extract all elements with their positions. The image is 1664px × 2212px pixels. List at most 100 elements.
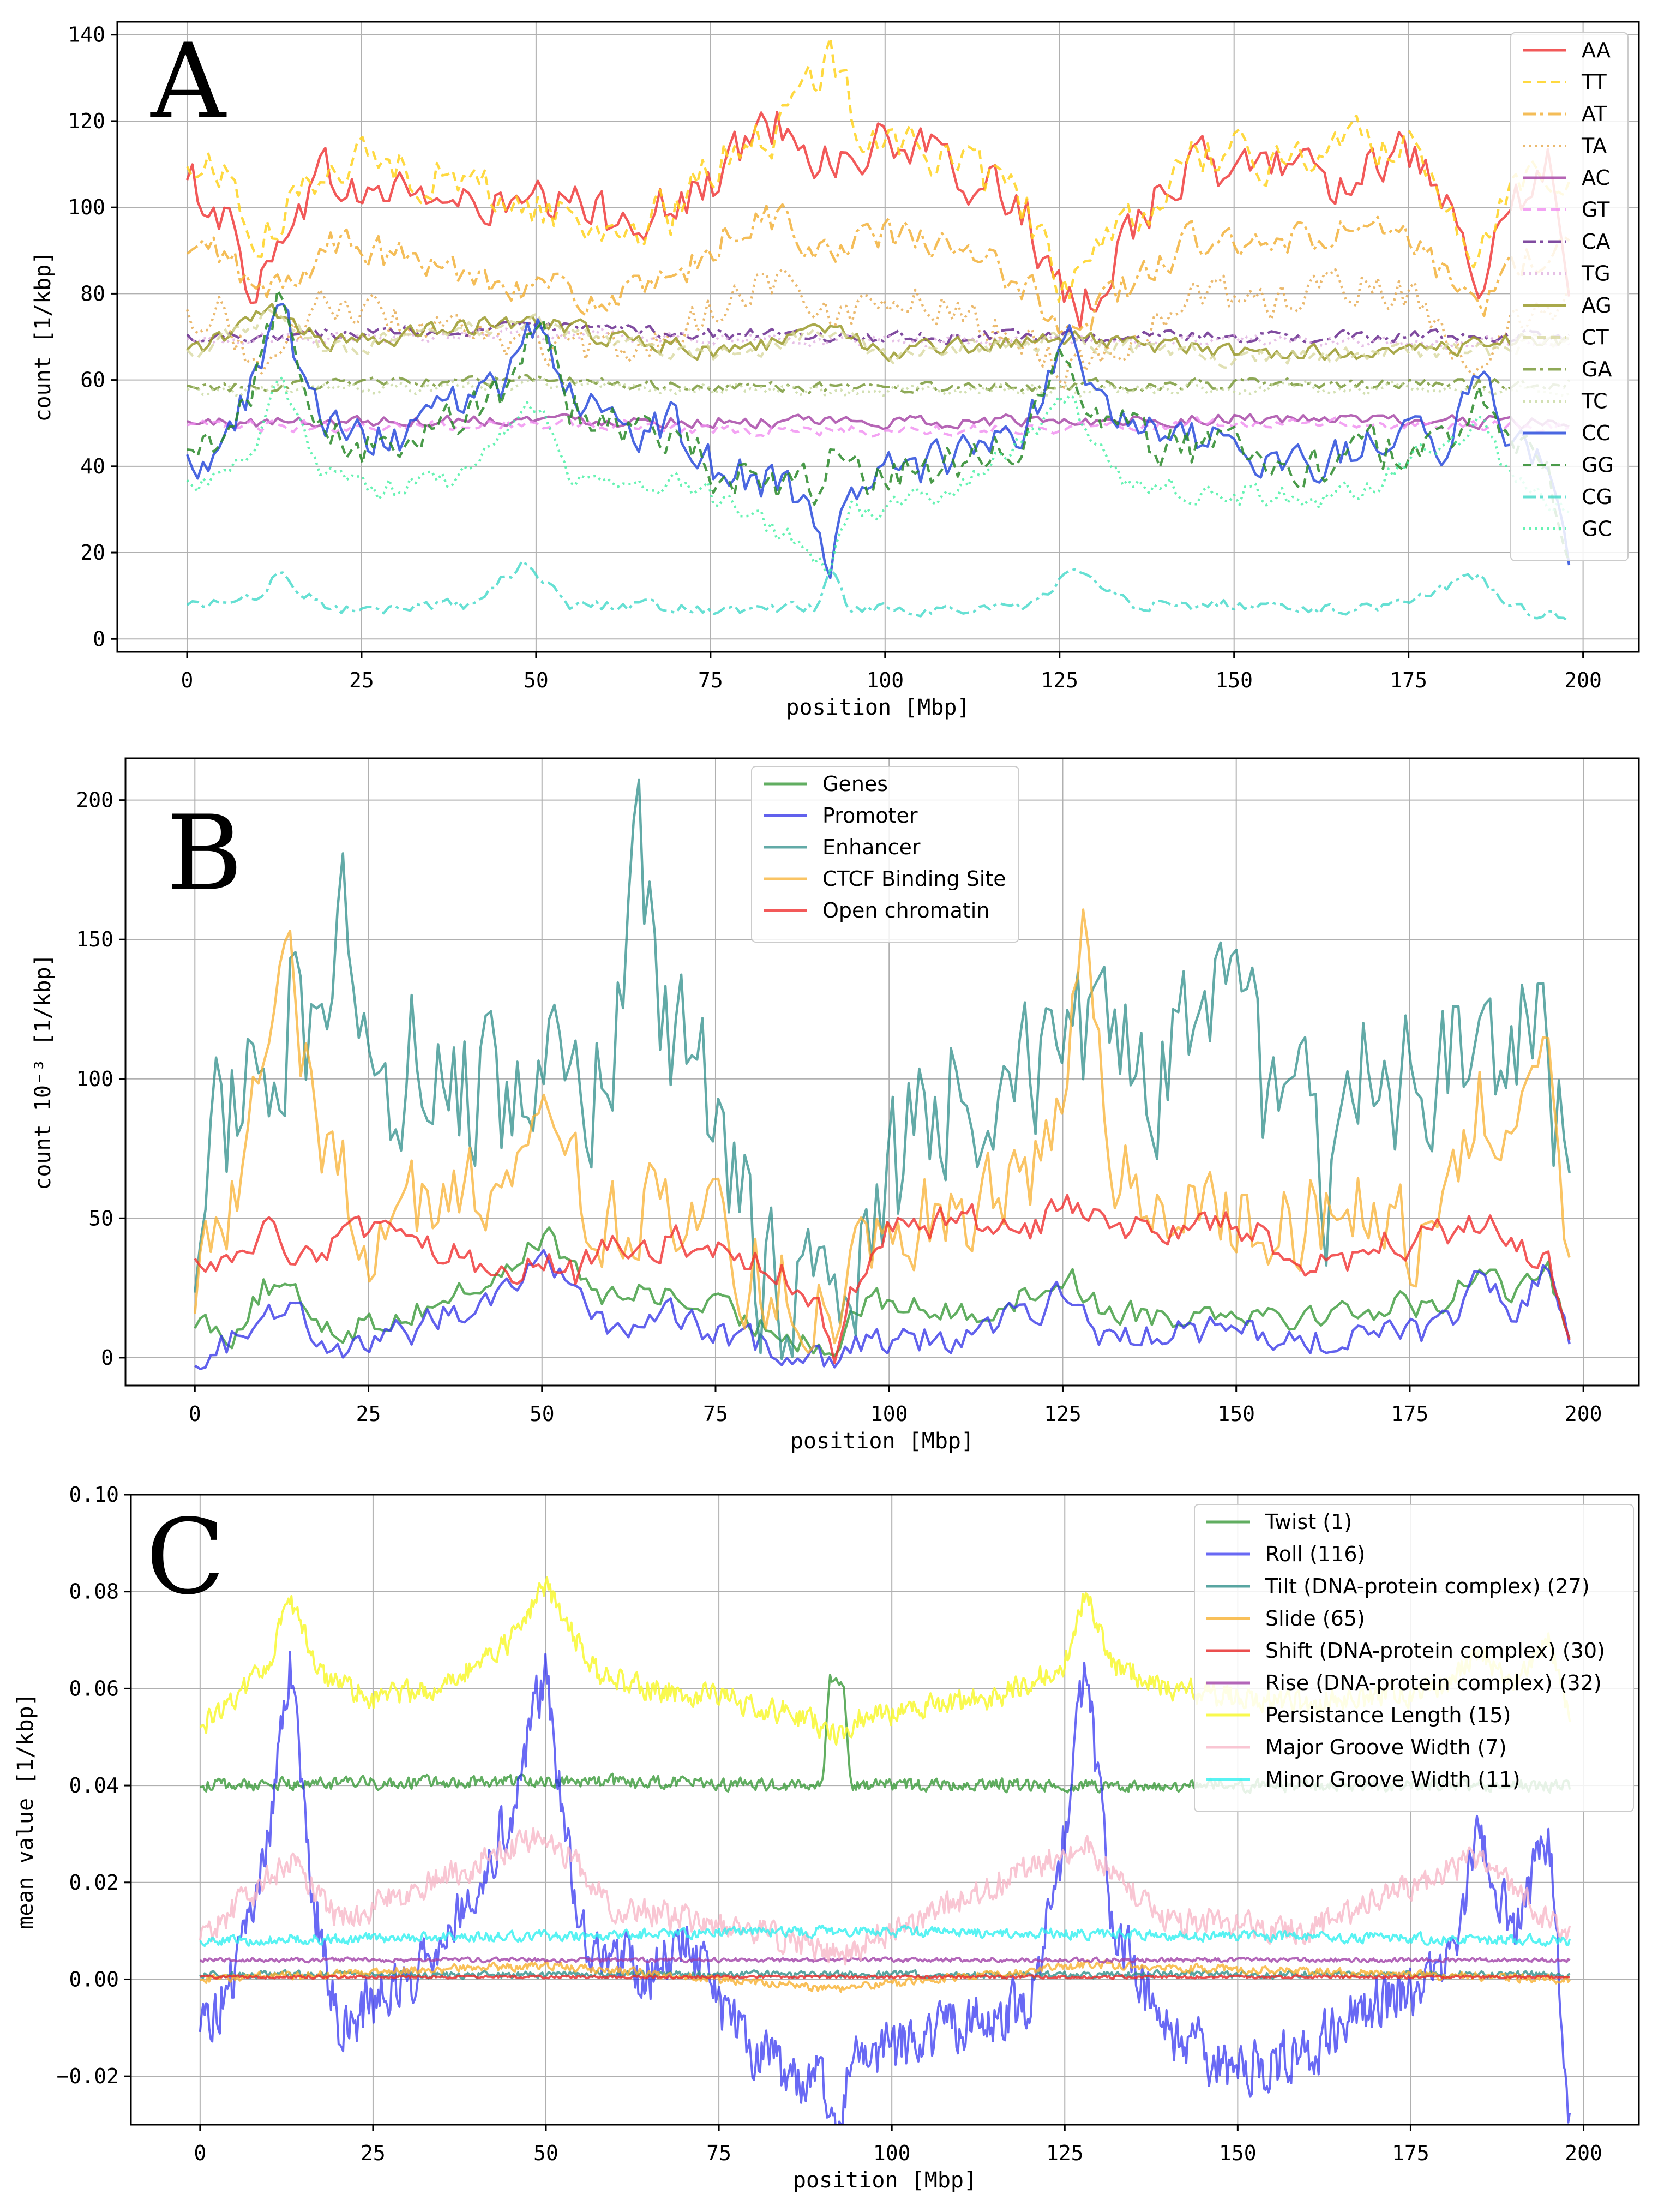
series-line-roll-116 bbox=[199, 1651, 1571, 2125]
legend-box bbox=[751, 766, 1019, 943]
x-tick-label: 100 bbox=[870, 1402, 908, 1426]
series-line-minor-groove-width-11 bbox=[199, 1924, 1571, 1947]
legend: Genes Promoter Enhancer CTCF Binding Site Op… bbox=[751, 766, 1019, 943]
y-tick-label: 200 bbox=[76, 788, 113, 812]
legend-label: CT bbox=[1582, 326, 1609, 350]
plot-frame bbox=[130, 1494, 1640, 2126]
legend-label: CTCF Binding Site bbox=[822, 867, 1006, 891]
series-line-shift-dna-protein-complex-30 bbox=[199, 1974, 1570, 1980]
y-tick-label: 0.06 bbox=[69, 1676, 119, 1700]
series-line-cg bbox=[186, 560, 1570, 623]
x-tick-label: 50 bbox=[533, 2141, 558, 2165]
x-tick-label: 175 bbox=[1390, 668, 1427, 692]
legend-label: Minor Groove Width (11) bbox=[1265, 1767, 1521, 1791]
x-tick-label: 200 bbox=[1564, 668, 1602, 692]
y-tick-label: 100 bbox=[76, 1067, 113, 1091]
series-line-major-groove-width-7 bbox=[199, 1827, 1571, 1966]
x-tick-label: 125 bbox=[1046, 2141, 1084, 2165]
x-tick-label: 25 bbox=[349, 668, 374, 692]
plot-frame bbox=[116, 21, 1640, 653]
x-tick-label: 150 bbox=[1217, 1402, 1255, 1426]
y-tick-label: 0.08 bbox=[69, 1580, 119, 1604]
y-tick-label: 150 bbox=[76, 927, 113, 951]
legend-label: Open chromatin bbox=[822, 898, 989, 922]
chart-panel-c: 0 25 50 75 100 125 150 175 200 −0.02 0.00 0.02 0.04 0… bbox=[13, 1483, 1640, 2193]
series-line-gg bbox=[187, 289, 1571, 564]
series-line-gt bbox=[187, 416, 1570, 439]
x-tick-label: 200 bbox=[1565, 1402, 1602, 1426]
legend-label: Rise (DNA-protein complex) (32) bbox=[1265, 1671, 1602, 1695]
x-tick-label: 75 bbox=[706, 2141, 731, 2165]
series-line-slide-65 bbox=[200, 1959, 1571, 1993]
x-axis-label: position [Mbp] bbox=[790, 1429, 974, 1454]
legend-label: CG bbox=[1582, 485, 1612, 509]
legend-label: Twist (1) bbox=[1265, 1510, 1352, 1534]
x-tick-label: 100 bbox=[873, 2141, 911, 2165]
legend-label: TC bbox=[1581, 389, 1608, 413]
x-tick-label: 150 bbox=[1219, 2141, 1257, 2165]
series-line-genes bbox=[194, 1226, 1571, 1357]
plot-frame bbox=[124, 757, 1640, 1387]
chart-panel-a: 0 25 50 75 100 125 150 175 200 0 20 40 60 80 100 120 140… bbox=[31, 21, 1640, 720]
x-tick-label: 50 bbox=[524, 668, 549, 692]
legend-label: GC bbox=[1582, 517, 1612, 541]
y-tick-label: 0.00 bbox=[69, 1967, 119, 1991]
x-tick-label: 0 bbox=[194, 2141, 206, 2165]
y-tick-label: 0.02 bbox=[69, 1871, 119, 1895]
legend-label: AT bbox=[1582, 102, 1607, 126]
series-line-gc bbox=[186, 376, 1570, 576]
legend-label: AC bbox=[1582, 166, 1610, 190]
y-tick-label: 100 bbox=[68, 195, 105, 219]
x-tick-label: 175 bbox=[1391, 1402, 1429, 1426]
x-tick-label: 150 bbox=[1215, 668, 1253, 692]
y-tick-label: 0 bbox=[101, 1346, 113, 1370]
y-tick-label: 80 bbox=[80, 281, 105, 305]
legend-label: TA bbox=[1581, 134, 1607, 158]
legend-label: Slide (65) bbox=[1265, 1606, 1365, 1630]
series-line-tc bbox=[187, 376, 1570, 398]
legend-label: AA bbox=[1582, 38, 1611, 62]
series-line-ag bbox=[186, 303, 1570, 362]
series-line-rise-dna-protein-complex-32 bbox=[199, 1956, 1571, 1964]
series-line-promoter bbox=[194, 1249, 1571, 1370]
series-line-ga bbox=[187, 373, 1570, 395]
legend: Twist (1) Roll (116) Tilt (DNA-protein com… bbox=[1194, 1504, 1634, 1812]
legend-box bbox=[1510, 32, 1629, 561]
series-line-aa bbox=[185, 110, 1571, 329]
y-tick-label: 20 bbox=[80, 541, 105, 565]
x-tick-label: 100 bbox=[866, 668, 904, 692]
x-axis-label: position [Mbp] bbox=[793, 2168, 977, 2193]
legend-label: TT bbox=[1581, 70, 1607, 94]
panel-letter: A bbox=[149, 21, 227, 142]
x-tick-label: 0 bbox=[189, 1402, 201, 1426]
y-axis-label: mean value [1/kbp] bbox=[13, 1693, 38, 1929]
x-tick-label: 0 bbox=[181, 668, 194, 692]
legend-label: Persistance Length (15) bbox=[1265, 1703, 1511, 1727]
legend-label: Enhancer bbox=[822, 835, 921, 859]
x-tick-label: 75 bbox=[703, 1402, 728, 1426]
y-tick-label: 0.04 bbox=[69, 1773, 119, 1797]
y-tick-label: −0.02 bbox=[57, 2064, 119, 2088]
legend-label: GT bbox=[1582, 198, 1610, 222]
x-tick-label: 25 bbox=[361, 2141, 386, 2165]
y-axis-label: count 10⁻³ [1/kbp] bbox=[31, 954, 56, 1190]
legend-label: TG bbox=[1581, 262, 1611, 286]
series-line-ct bbox=[186, 307, 1570, 369]
chart-panel-b: 0 25 50 75 100 125 150 175 200 0 50 100 150 200 positi… bbox=[31, 757, 1640, 1454]
x-tick-label: 25 bbox=[356, 1402, 381, 1426]
legend-label: AG bbox=[1582, 293, 1612, 317]
x-tick-label: 175 bbox=[1392, 2141, 1429, 2165]
y-tick-label: 0 bbox=[93, 627, 105, 651]
panel-letter: C bbox=[146, 1497, 225, 1617]
y-tick-label: 120 bbox=[68, 109, 105, 133]
series-lines bbox=[194, 778, 1571, 1370]
series-line-ta bbox=[185, 267, 1571, 389]
series-line-at bbox=[186, 203, 1570, 335]
panel-letter: B bbox=[166, 793, 243, 914]
series-line-ca bbox=[186, 321, 1570, 346]
legend-label: CC bbox=[1582, 421, 1611, 445]
y-tick-label: 0.10 bbox=[69, 1483, 119, 1507]
x-tick-label: 75 bbox=[698, 668, 723, 692]
series-line-tt bbox=[186, 37, 1571, 303]
